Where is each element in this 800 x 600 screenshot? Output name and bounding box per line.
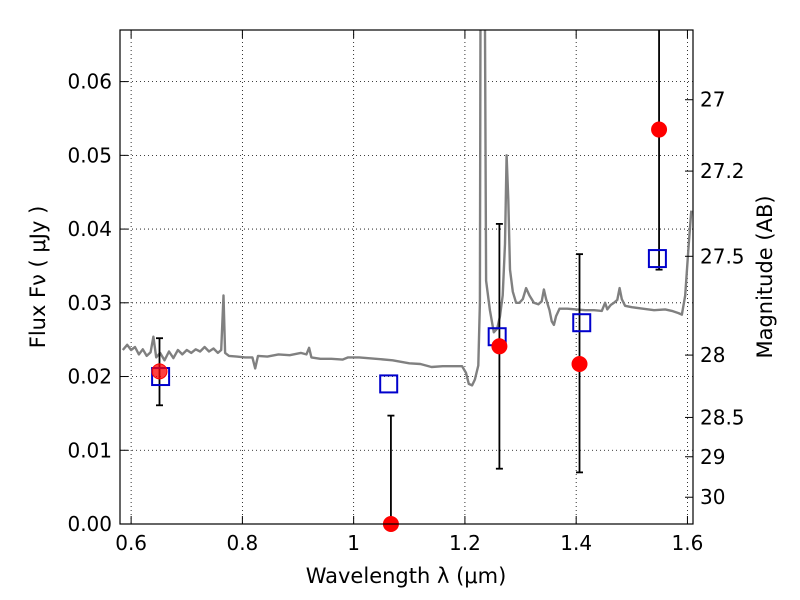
mag-tick-label-3: 28 — [700, 343, 725, 367]
ticks: 0.6 0.8 1 1.2 1.4 1.6 0.00 0.01 0.02 0.03 0.04 0.05… — [67, 30, 745, 555]
plot-frame — [119, 29, 694, 525]
y-tick-label-2: 0.02 — [67, 365, 112, 389]
model-photometry-square-4 — [647, 249, 667, 269]
y-tick-label-3: 0.03 — [67, 291, 112, 315]
mag-tick-label-4: 28.5 — [700, 405, 745, 429]
model-photometry-square-1 — [379, 374, 399, 394]
model-photometry-square-3 — [572, 313, 592, 333]
plot-background — [120, 30, 693, 524]
observed-photometry-point-0 — [151, 363, 168, 380]
mag-tick-label-2: 27.5 — [700, 244, 745, 268]
mag-tick-label-1: 27.2 — [700, 159, 745, 183]
y-tick-label-5: 0.05 — [67, 143, 112, 167]
x-tick-label-0: 0.6 — [115, 531, 147, 555]
observed-photometry-point-3 — [571, 356, 588, 373]
y-tick-label-1: 0.01 — [67, 438, 112, 462]
x-tick-label-3: 1.2 — [449, 531, 481, 555]
x-tick-label-5: 1.6 — [672, 531, 704, 555]
x-tick-label-1: 0.8 — [226, 531, 258, 555]
mag-tick-label-5: 29 — [700, 445, 725, 469]
y-right-axis-title: Magnitude (AB) — [753, 195, 777, 358]
y-axis-title: Flux Fν ( μJy ) — [26, 206, 50, 349]
x-tick-label-2: 1 — [347, 531, 360, 555]
y-tick-label-4: 0.04 — [67, 217, 112, 241]
observed-photometry-layer — [151, 121, 668, 532]
x-axis-title: Wavelength λ (μm) — [306, 564, 507, 588]
mag-tick-label-0: 27 — [700, 88, 725, 112]
observed-photometry-point-2 — [491, 338, 508, 355]
model-spectrum-layer — [121, 30, 693, 387]
x-tick-label-4: 1.4 — [560, 531, 592, 555]
observed-photometry-point-4 — [651, 121, 668, 138]
mag-tick-label-6: 30 — [700, 485, 725, 509]
y-tick-label-0: 0.00 — [67, 512, 112, 536]
model-spectrum-line — [121, 30, 693, 387]
y-tick-label-6: 0.06 — [67, 70, 112, 94]
